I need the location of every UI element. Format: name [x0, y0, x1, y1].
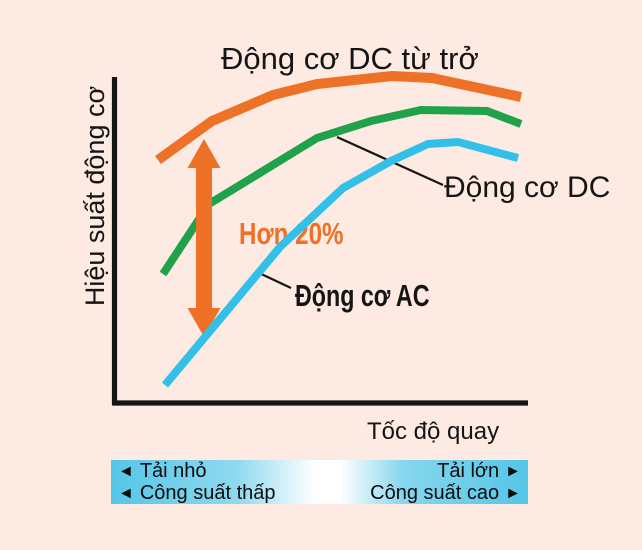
left-arrow-icon: ◄: [118, 484, 134, 502]
x-axis-label: Tốc độ quay: [367, 418, 500, 445]
dc-curve-label: Động cơ DC: [444, 171, 611, 204]
gain-annotation-label: Hơn 20%: [239, 216, 344, 251]
bar-load-left: ◄ Tải nhỏ: [118, 459, 207, 483]
bar-power-left-label: Công suất thấp: [139, 481, 276, 504]
chart-title: Động cơ DC từ trở: [221, 41, 479, 76]
right-arrow-icon: ►: [505, 462, 521, 480]
bar-row-power: ◄ Công suất thấp Công suất cao ►: [118, 481, 521, 505]
bar-power-left: ◄ Công suất thấp: [118, 481, 276, 505]
load-power-gradient-bar: ◄ Tải nhỏ Tải lớn ► ◄ Công suất thấp Công s…: [111, 460, 528, 504]
bar-load-right: Tải lớn ►: [437, 459, 521, 483]
left-arrow-icon: ◄: [118, 462, 134, 480]
right-arrow-icon: ►: [505, 484, 521, 502]
y-axis-label: Hiệu suất động cơ: [80, 85, 110, 307]
bar-power-right-label: Công suất cao: [370, 481, 500, 504]
bar-load-right-label: Tải lớn: [437, 459, 500, 482]
bar-power-right: Công suất cao ►: [370, 481, 521, 505]
bar-load-left-label: Tải nhỏ: [139, 459, 207, 482]
ac-curve-label: Động cơ AC: [295, 278, 430, 313]
bar-row-load: ◄ Tải nhỏ Tải lớn ►: [118, 459, 521, 483]
